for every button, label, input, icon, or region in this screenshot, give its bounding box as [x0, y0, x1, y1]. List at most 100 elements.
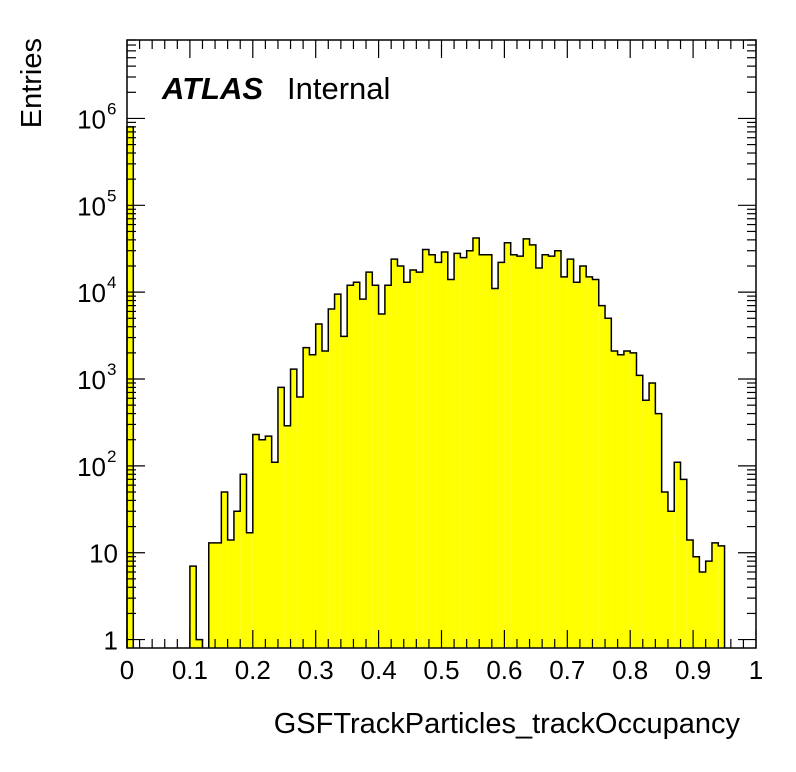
atlas-status-label: Internal — [287, 71, 390, 106]
y-tick-label-exponent: 4 — [107, 273, 116, 292]
histogram-bar — [649, 382, 656, 648]
histogram-bar — [428, 254, 436, 648]
x-axis-label: GSFTrackParticles_trackOccupancy — [274, 708, 741, 740]
histogram-bar — [479, 254, 486, 648]
histogram-bar — [277, 387, 285, 648]
y-tick-label-exponent: 2 — [107, 447, 116, 466]
y-tick-label: 10 — [77, 452, 106, 482]
histogram-bar — [447, 279, 455, 648]
histogram-bar — [240, 474, 247, 648]
histogram-bar — [711, 542, 719, 648]
histogram-bar — [221, 492, 228, 648]
histogram-bar — [655, 413, 662, 648]
y-tick-label: 10 — [77, 104, 106, 134]
histogram-bar — [636, 375, 643, 648]
histogram-bar — [227, 540, 234, 648]
histogram-bar — [472, 238, 480, 648]
x-tick-label: 1 — [749, 655, 763, 685]
histogram-bar — [435, 262, 442, 648]
histogram-bar — [491, 288, 499, 648]
y-axis-label: Entries — [16, 38, 48, 128]
x-tick-labels: 0 0.1 0.2 0.3 0.4 0.5 0.6 0.7 0.8 0.9 1 — [120, 655, 763, 685]
histogram-bar — [523, 238, 530, 648]
x-tick-label: 0 — [120, 655, 134, 685]
x-tick-label: 0.2 — [235, 655, 271, 685]
x-tick-label: 0.9 — [675, 655, 711, 685]
histogram-bar — [510, 254, 517, 648]
histogram-bar — [309, 354, 316, 648]
axis-ticks — [126, 39, 757, 648]
y-tick-label: 10 — [77, 278, 106, 308]
histogram-bar — [252, 434, 260, 648]
histogram-bar — [271, 462, 278, 648]
histogram-bar — [516, 256, 524, 648]
histogram-bar — [422, 249, 429, 649]
histogram-bar — [454, 253, 461, 648]
histogram-bar — [328, 308, 335, 648]
histogram-bar — [598, 305, 606, 648]
histogram-bar — [605, 318, 612, 648]
histogram-bar — [321, 351, 329, 648]
histogram-bar — [284, 425, 291, 648]
x-tick-label: 0.4 — [361, 655, 397, 685]
histogram-bar — [403, 282, 411, 648]
histogram-bar — [674, 462, 681, 648]
histogram-bar — [529, 244, 536, 648]
histogram-bar — [347, 285, 354, 648]
histogram-bar — [686, 540, 694, 648]
histogram-bar — [642, 400, 650, 648]
histogram-bar — [259, 439, 266, 648]
histogram-bar — [372, 285, 379, 648]
histogram-bar — [611, 351, 618, 648]
histogram-bar — [586, 276, 593, 648]
y-tick-label: 1 — [104, 626, 118, 656]
histogram-bar — [693, 556, 700, 648]
histogram-bar — [366, 272, 373, 648]
histogram-bar — [215, 542, 222, 648]
x-tick-label: 0.7 — [549, 655, 585, 685]
histogram-bar — [196, 639, 203, 648]
y-tick-label: 10 — [89, 539, 118, 569]
histogram-bar — [680, 479, 687, 648]
histogram-bar — [460, 257, 467, 648]
histogram-bar — [617, 354, 624, 648]
histogram-bar — [705, 561, 712, 648]
histogram-bar — [315, 323, 322, 648]
histogram-bar — [233, 511, 241, 648]
histogram-bar — [265, 436, 272, 648]
histogram-bars — [126, 126, 726, 649]
histogram-bar — [441, 251, 448, 649]
histogram-bar — [466, 250, 473, 648]
histogram-bar — [384, 285, 392, 648]
histogram-bar — [290, 369, 297, 648]
histogram-bar — [189, 566, 197, 648]
histogram-bar — [548, 256, 555, 648]
x-tick-label: 0.1 — [172, 655, 208, 685]
histogram-bar — [340, 336, 348, 648]
histogram-bar — [592, 279, 599, 648]
histogram-bar — [353, 282, 360, 648]
histogram-bar — [296, 397, 304, 648]
histogram-bar — [410, 269, 417, 648]
x-tick-label: 0.6 — [486, 655, 522, 685]
histogram-bar — [567, 259, 574, 648]
histogram-bar — [623, 351, 631, 648]
atlas-label: ATLAS — [161, 71, 263, 106]
histogram-bar — [498, 262, 505, 648]
histogram-bar — [542, 254, 549, 648]
y-tick-label-exponent: 6 — [107, 99, 116, 118]
histogram-bar — [573, 282, 580, 648]
histogram-bar — [416, 272, 423, 648]
histogram-bar — [485, 254, 492, 648]
histogram-bar — [303, 347, 310, 648]
histogram-bar — [579, 266, 587, 648]
histogram-bar — [397, 266, 404, 648]
histogram-bar — [359, 299, 367, 648]
histogram-bar — [246, 532, 253, 648]
x-tick-label: 0.3 — [298, 655, 334, 685]
histogram-bar — [535, 267, 543, 648]
histogram-bar — [699, 571, 706, 648]
histogram-bar — [504, 242, 511, 649]
y-tick-label-exponent: 5 — [107, 186, 116, 205]
